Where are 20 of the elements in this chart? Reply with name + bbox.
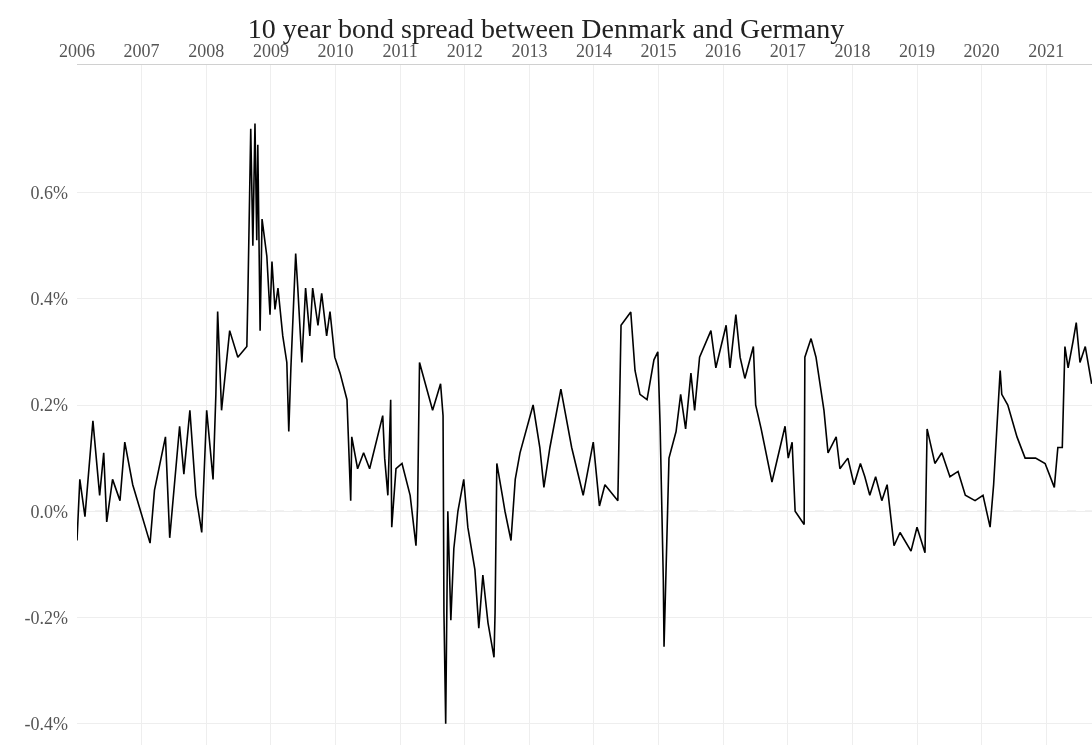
x-tick-label: 2015 (640, 40, 677, 61)
y-tick-label: 0.0% (30, 501, 68, 522)
line-series (77, 122, 1092, 725)
x-tick-label: 2008 (188, 40, 225, 61)
y-tick-label: 0.4% (30, 289, 68, 310)
x-tick-label: 2014 (575, 40, 612, 61)
x-tick-label: 2019 (899, 40, 936, 61)
x-tick-label: 2021 (1028, 40, 1065, 61)
y-tick-label: -0.2% (24, 607, 68, 628)
x-tick-label: 2012 (446, 40, 483, 61)
x-tick-label: 2020 (963, 40, 1000, 61)
x-tick-label: 2017 (769, 40, 806, 61)
x-tick-label: 2016 (705, 40, 742, 61)
x-tick-label: 2013 (511, 40, 548, 61)
y-tick-label: 0.6% (30, 182, 68, 203)
y-tick-label: -0.4% (24, 714, 68, 735)
x-tick-label: 2007 (123, 40, 160, 61)
x-tick-label: 2010 (317, 40, 354, 61)
x-tick-label: 2006 (59, 40, 95, 61)
y-tick-label: 0.2% (30, 395, 68, 416)
